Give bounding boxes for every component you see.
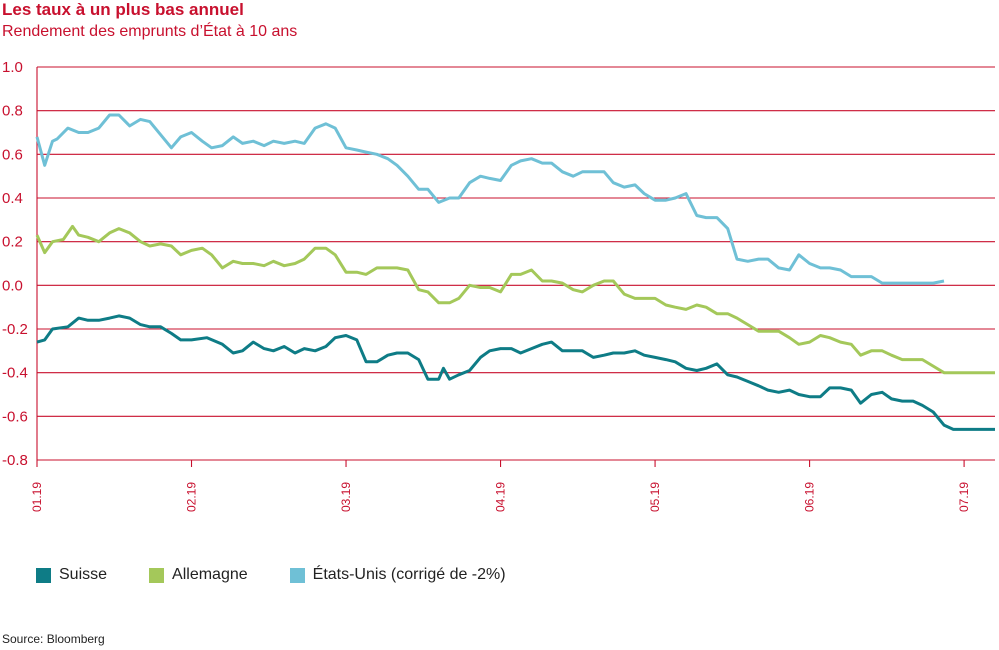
y-tick-label: 1.0 bbox=[2, 59, 23, 76]
series-line-etats-unis bbox=[35, 113, 945, 285]
y-tick-label: 0.2 bbox=[2, 234, 23, 251]
legend-label-etats-unis: États-Unis (corrigé de -2%) bbox=[312, 566, 506, 583]
series-line-allemagne bbox=[35, 224, 995, 375]
x-tick-label: 01.19 bbox=[30, 482, 44, 512]
legend-item-suisse: Suisse bbox=[36, 566, 107, 584]
y-tick-label: -0.8 bbox=[2, 452, 28, 469]
x-tick-label: 02.19 bbox=[185, 482, 199, 512]
legend-swatch-suisse bbox=[36, 567, 51, 583]
chart-title: Les taux à un plus bas annuel bbox=[2, 0, 244, 19]
y-tick-label: 0.0 bbox=[2, 277, 23, 294]
chart-subtitle: Rendement des emprunts d’État à 10 ans bbox=[2, 23, 298, 40]
x-tick-label: 07.19 bbox=[957, 482, 971, 512]
y-tick-label: -0.2 bbox=[2, 321, 28, 338]
legend-swatch-etats-unis bbox=[289, 567, 305, 583]
legend-label-allemagne: Allemagne bbox=[172, 566, 248, 583]
legend-item-etats-unis: États-Unis (corrigé de -2%) bbox=[289, 566, 506, 584]
y-tick-label: 0.6 bbox=[2, 146, 23, 163]
y-tick-label: -0.6 bbox=[2, 408, 28, 425]
y-tick-label: 0.4 bbox=[2, 190, 23, 207]
x-tick-label: 03.19 bbox=[339, 482, 353, 512]
y-tick-label: 0.8 bbox=[2, 103, 23, 120]
x-tick-label: 06.19 bbox=[803, 482, 817, 512]
x-tick-label: 04.19 bbox=[494, 482, 508, 512]
line-chart: 1.0 0.8 0.6 0.4 0.2 0.0 -0.2 -0.4 -0.6 -0.801.19 0… bbox=[2, 59, 995, 512]
x-tick-label: 05.19 bbox=[648, 482, 662, 512]
legend-item-allemagne: Allemagne bbox=[149, 566, 248, 584]
legend-label-suisse: Suisse bbox=[59, 566, 108, 583]
source-note: Source: Bloomberg bbox=[2, 632, 105, 646]
chart-legend: Suisse Allemagne États-Unis (corrigé de … bbox=[36, 566, 548, 584]
y-tick-label: -0.4 bbox=[2, 365, 28, 382]
series-line-suisse bbox=[36, 314, 995, 431]
legend-swatch-allemagne bbox=[149, 567, 165, 583]
